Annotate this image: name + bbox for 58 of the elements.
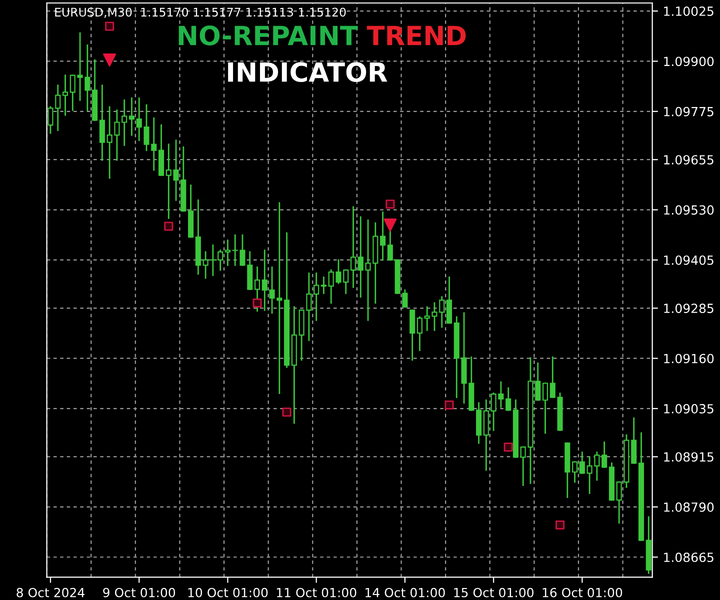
point (444, 400, 454, 410)
point (556, 520, 565, 530)
candlestick (122, 99, 128, 146)
candlestick (506, 387, 512, 411)
candlestick (314, 272, 320, 321)
x-tick-label: 9 Oct 01:00 (103, 588, 176, 598)
x-tick-label: 14 Oct 01:00 (366, 588, 445, 598)
point (384, 218, 397, 232)
y-tick-label: 1.09775 (664, 106, 714, 116)
candlestick (128, 97, 134, 136)
candlestick (446, 276, 452, 324)
x-tick-label: 11 Oct 01:00 (276, 588, 356, 598)
y-tick-label: 1.09035 (664, 404, 714, 414)
candlestick (62, 74, 68, 116)
x-tick-label: 10 Oct 01:00 (188, 588, 268, 598)
candlestick (579, 452, 585, 474)
annotation: EURUSD,M30 1.15170 1.15177 1.15113 1.15120 (55, 8, 346, 18)
y-tick-label: 1.09655 (664, 155, 714, 165)
y-tick-label: 1.09285 (664, 304, 714, 314)
candlestick (358, 216, 364, 298)
candlestick (166, 144, 172, 219)
y-tick-label: 1.08790 (664, 502, 714, 512)
candlestick (410, 309, 416, 361)
candlestick (99, 84, 105, 161)
y-tick-label: 1.08915 (664, 452, 714, 462)
candlestick (350, 206, 356, 288)
y-tick-label: 1.09405 (664, 255, 714, 265)
candlestick (254, 266, 260, 312)
candlestick (224, 240, 230, 266)
y-tick-label: 1.09160 (664, 354, 714, 364)
y-tick-label: 1.08665 (664, 552, 714, 562)
text: NO-REPAINT TREND (178, 25, 466, 46)
x-tick-label: 16 Oct 01:00 (542, 588, 622, 598)
x-tick-label: 15 Oct 01:00 (454, 588, 534, 598)
x-tick-label: 8 Oct 2024 (16, 588, 84, 598)
y-tick-label: 1.10025 (664, 6, 714, 16)
candlestick (631, 417, 637, 464)
y-tick-label: 1.09530 (664, 205, 714, 215)
candlestick (572, 461, 578, 483)
candlestick (380, 212, 386, 261)
candlestick (416, 316, 422, 352)
point (103, 54, 116, 67)
point (386, 200, 395, 209)
candlestick (602, 442, 608, 468)
candlestick (70, 74, 76, 111)
point (504, 442, 513, 452)
point (282, 408, 292, 417)
point (252, 298, 262, 308)
candlestick (387, 230, 393, 261)
y-tick-label: 1.09900 (664, 56, 714, 66)
point (164, 222, 174, 231)
text: INDICATOR (228, 62, 388, 82)
candlestick (262, 250, 268, 311)
candlestick (535, 362, 541, 401)
point (105, 22, 114, 31)
candlestick (542, 382, 548, 434)
candlestick (218, 250, 224, 271)
candlestick (320, 276, 326, 294)
